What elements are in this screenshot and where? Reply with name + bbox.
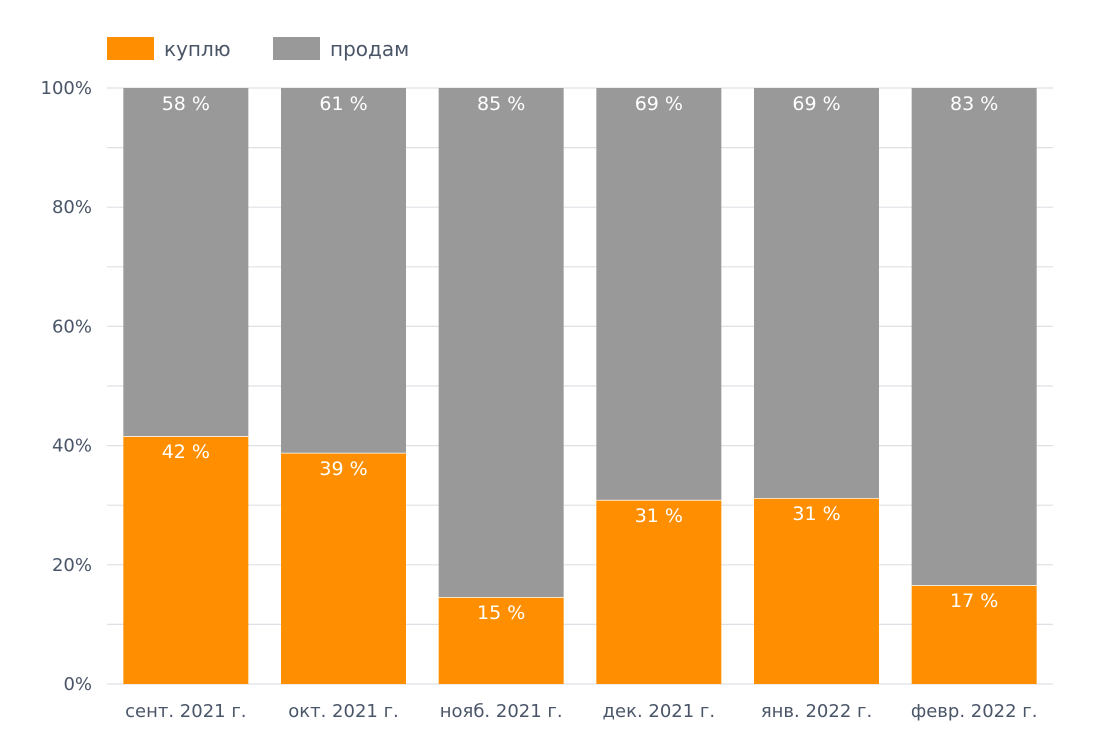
legend-label: куплю	[164, 37, 231, 61]
y-tick-label: 40%	[52, 436, 92, 457]
data-label: 31 %	[792, 503, 840, 525]
data-label: 17 %	[950, 590, 998, 612]
data-label: 58 %	[162, 93, 210, 115]
data-label: 15 %	[477, 602, 525, 624]
x-tick-label: февр. 2022 г.	[911, 701, 1038, 722]
bar-buy	[911, 585, 1037, 684]
data-label: 42 %	[162, 441, 210, 463]
bar-sell	[754, 88, 879, 499]
bar-sell	[438, 88, 564, 597]
data-label: 83 %	[950, 93, 998, 115]
x-tick-label: дек. 2021 г.	[603, 701, 716, 722]
y-tick-label: 60%	[52, 316, 92, 337]
y-tick-label: 100%	[41, 78, 92, 99]
legend-label: продам	[330, 37, 409, 61]
x-tick-label: янв. 2022 г.	[761, 701, 872, 722]
x-tick-label: окт. 2021 г.	[288, 701, 399, 722]
y-tick-label: 0%	[63, 674, 92, 695]
data-label: 69 %	[792, 93, 840, 115]
bar-sell	[596, 88, 722, 500]
data-label: 69 %	[635, 93, 683, 115]
y-tick-label: 20%	[52, 555, 92, 576]
bar-buy	[281, 452, 406, 684]
data-label: 31 %	[635, 505, 683, 527]
data-label: 39 %	[319, 458, 367, 480]
data-label: 61 %	[319, 93, 367, 115]
bar-sell	[281, 88, 406, 453]
bar-buy	[123, 436, 249, 684]
legend-swatch	[107, 37, 154, 60]
bar-buy	[438, 596, 564, 684]
bar-buy	[596, 499, 722, 684]
data-label: 85 %	[477, 93, 525, 115]
bar-buy	[754, 498, 879, 684]
legend-swatch	[273, 37, 320, 60]
bar-sell	[911, 88, 1037, 586]
x-tick-label: сент. 2021 г.	[125, 701, 246, 722]
bar-sell	[123, 88, 249, 437]
x-tick-label: нояб. 2021 г.	[440, 701, 563, 722]
y-tick-label: 80%	[52, 197, 92, 218]
